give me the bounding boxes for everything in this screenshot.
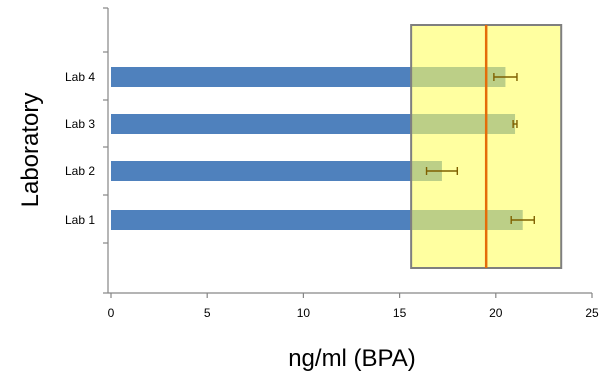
error-bar-lab-1 [510,216,535,224]
x-tick-label-4: 20 [489,306,503,320]
x-tick-label-1: 5 [204,306,211,320]
y-category-label-lab-2: Lab 2 [65,164,95,178]
error-bar-lab-4 [493,73,518,81]
x-tick-label-0: 0 [108,306,115,320]
x-tick-label-5: 25 [585,306,599,320]
y-axis-title: Laboratory [17,93,44,208]
bar-lab-2 [111,161,442,181]
error-bar-lab-2 [425,167,459,175]
error-bar-lab-3 [512,120,518,128]
x-tick-label-3: 15 [393,306,407,320]
y-category-label-lab-3: Lab 3 [65,117,95,131]
bar-lab-4 [111,67,506,87]
x-axis-title: ng/ml (BPA) [288,345,416,372]
x-tick-label-2: 10 [297,306,311,320]
y-category-label-lab-4: Lab 4 [65,70,95,84]
y-category-label-lab-1: Lab 1 [65,213,95,227]
